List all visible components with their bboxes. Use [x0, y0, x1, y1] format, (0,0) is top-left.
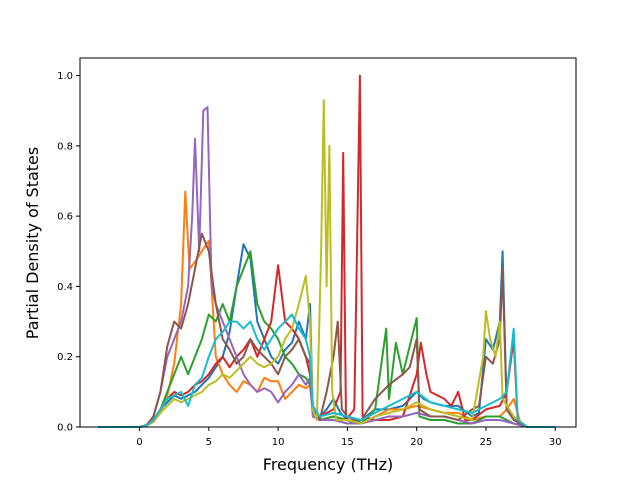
- x-tick-label: 25: [480, 437, 493, 448]
- x-tick-label: 10: [272, 437, 285, 448]
- x-axis-label: Frequency (THz): [263, 455, 393, 474]
- y-tick-label: 1.0: [57, 71, 73, 82]
- x-tick-label: 0: [136, 437, 142, 448]
- y-tick-label: 0.6: [57, 212, 73, 223]
- series-layer: [98, 74, 556, 428]
- x-tick-label: 15: [341, 437, 354, 448]
- x-tick-label: 20: [410, 437, 423, 448]
- series-line-2: [98, 190, 556, 428]
- series-line-8: [98, 313, 556, 428]
- plot-frame: [79, 57, 577, 428]
- y-tick-label: 0.2: [57, 352, 73, 363]
- y-tick-label: 0.8: [57, 141, 73, 152]
- y-tick-label: 0.0: [57, 423, 73, 434]
- x-tick-label: 5: [206, 437, 212, 448]
- y-tick-label: 0.4: [57, 282, 73, 293]
- x-axis-ticks: 0 5 10 15 20 25 30: [136, 427, 562, 448]
- y-axis-ticks: 0.0 0.2 0.4 0.6 0.8 1.0: [57, 71, 80, 434]
- y-axis-label: Partial Density of States: [23, 147, 42, 339]
- x-tick-label: 30: [549, 437, 562, 448]
